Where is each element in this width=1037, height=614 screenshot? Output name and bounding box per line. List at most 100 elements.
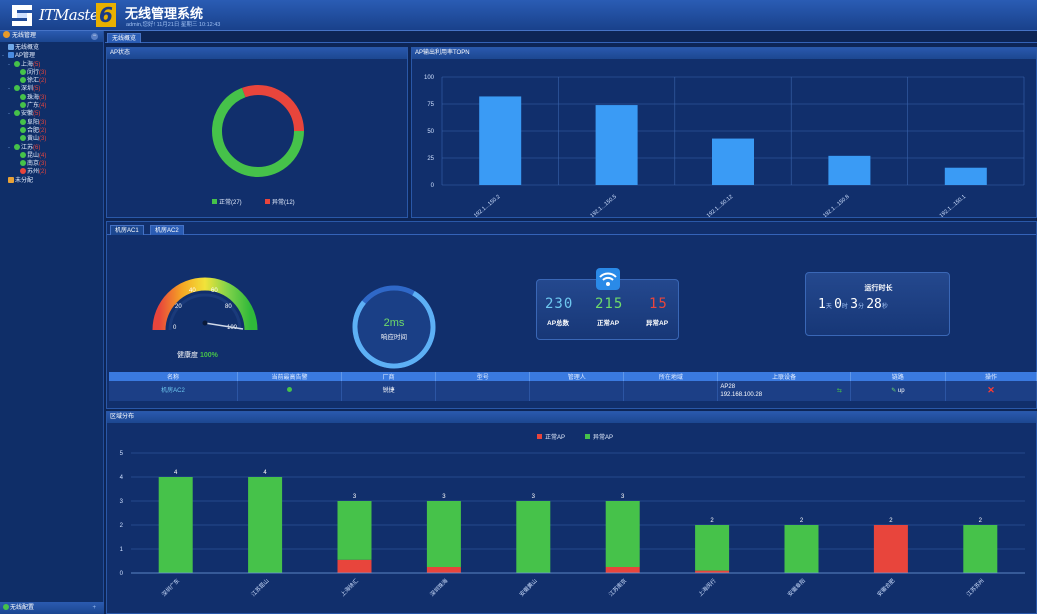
tree-item-label: 阜阳 (27, 119, 40, 126)
tree-item-label: 广东 (27, 103, 40, 110)
tree-item[interactable]: 无线概览 (0, 44, 103, 52)
tree-item[interactable]: - 安徽(5) (0, 110, 103, 118)
legend-normal[interactable]: 正常(27) (212, 197, 242, 206)
status-ok-icon (20, 151, 26, 158)
legend-abnormal[interactable]: 异常(12) (265, 197, 295, 206)
region-total-label: 3 (532, 494, 536, 500)
wireless-manage-icon (3, 31, 10, 38)
tree-item[interactable]: 珠海(3) (0, 93, 103, 102)
region-xtick-label: 上海徐汇 (339, 576, 361, 598)
response-ring: 2ms 响应时间 (352, 285, 436, 369)
uplink-name: AP28 (720, 384, 736, 390)
response-value: 2ms (384, 317, 405, 329)
alarm-status-icon (287, 387, 293, 392)
tree-item[interactable]: 黄山(3) (0, 135, 103, 143)
tree-item[interactable]: - 深圳(5) (0, 85, 103, 93)
tree-expand-icon[interactable]: - (8, 86, 10, 93)
status-ok-icon (20, 93, 26, 100)
table-header-row: 名称 当前最高告警 厂商 型号 管理人 所在地域 上联设备 链路 操作 (109, 372, 1037, 381)
tree-item[interactable]: 昆山(4) (0, 151, 103, 160)
status-ok-icon (20, 118, 26, 125)
ap-normal-value: 215 (595, 296, 624, 312)
sidebar: 无线管理 − 无线概览 - AP管理 - 上海(5) 闵行(3) 徐汇(2) - 深圳(5) 珠海… (0, 31, 104, 614)
legend-abnormal-label: 异常(12) (272, 200, 295, 206)
table-row[interactable]: 机房AC2 锐捷 AP28 192.168.100.28 ⇆ ✎ up ✕ (109, 381, 1037, 401)
sidebar-footer-label: 无线配置 (10, 605, 35, 611)
tree-item[interactable]: 闵行(3) (0, 68, 103, 77)
col-action: 操作 (945, 372, 1037, 381)
delete-icon[interactable]: ✕ (987, 385, 995, 395)
region-bar-abnormal (963, 525, 998, 573)
col-region: 所在地域 (623, 372, 719, 381)
donut-abnormal-slice (212, 85, 304, 177)
tree-expand-icon[interactable]: - (2, 53, 4, 60)
ac-panel: 机房AC1 机房AC2 0 20 40 60 80 100 健康度 100% (106, 221, 1037, 409)
tree-item[interactable]: 苏州(2) (0, 168, 103, 176)
tree-item[interactable]: 合肥(2) (0, 126, 103, 135)
topn-ytick-label: 50 (427, 129, 434, 135)
ac-table: 名称 当前最高告警 厂商 型号 管理人 所在地域 上联设备 链路 操作 机房AC… (109, 372, 1037, 401)
health-value: 100% (199, 352, 218, 359)
wireless-config-icon (3, 604, 9, 610)
sidebar-header[interactable]: 无线管理 − (0, 31, 103, 42)
uptime-hours: 0 (834, 297, 842, 312)
region-xtick-label: 江苏昆山 (249, 577, 270, 598)
tree-item[interactable]: 广东(4) (0, 102, 103, 110)
tree-item[interactable]: 徐汇(2) (0, 77, 103, 85)
uplink-link-icon: ⇆ (836, 388, 842, 394)
col-name: 名称 (109, 372, 238, 381)
topn-xtick-label: 192.1...50.12 (706, 194, 734, 217)
region-bar-normal (873, 525, 908, 573)
cell-name[interactable]: 机房AC2 (109, 381, 238, 401)
tree-item-label: 未分配 (15, 177, 34, 184)
expand-icon[interactable]: + (92, 605, 96, 611)
topn-bar (712, 138, 754, 185)
link-status: up (897, 388, 905, 394)
tab-ac1[interactable]: 机房AC1 (110, 225, 144, 235)
tree-item-count: (4) (39, 103, 47, 110)
region-bar-normal (426, 567, 461, 573)
tree-expand-icon[interactable]: - (8, 61, 10, 68)
topn-xtick-label: 192.1...150.1 (939, 194, 967, 217)
uptime-minutes: 3 (850, 297, 858, 312)
region-bar-abnormal (248, 477, 283, 573)
topn-ytick-label: 0 (431, 183, 435, 189)
topn-bar (944, 167, 987, 185)
tree-item-label: 南京 (27, 161, 40, 168)
tree-item[interactable]: 未分配 (0, 176, 103, 185)
tree-item-label: 安徽 (21, 111, 34, 118)
col-alarm: 当前最高告警 (237, 372, 343, 381)
tree-item-count: (2) (39, 78, 47, 85)
tree-item[interactable]: - 江苏(6) (0, 143, 103, 152)
tree-item-count: (5) (33, 86, 41, 93)
topn-bar (595, 105, 638, 185)
collapse-icon[interactable]: − (91, 33, 98, 40)
region-legend-swatch (585, 434, 590, 439)
cell-action: ✕ (945, 381, 1037, 401)
region-ytick-label: 0 (120, 571, 124, 577)
tree-item[interactable]: 南京(3) (0, 160, 103, 168)
tree-item[interactable]: - 上海(5) (0, 60, 103, 69)
ap-count-box: 230 215 15 AP总数 正常AP 异常AP (536, 268, 679, 340)
ap-total-label: AP总数 (547, 320, 570, 327)
tab-wireless-overview[interactable]: 无线概览 (107, 33, 142, 43)
tree-item-label: 黄山 (27, 136, 40, 143)
tree-item-count: (3) (39, 94, 47, 101)
uptime-day-unit: 天 (825, 304, 832, 310)
sidebar-footer[interactable]: 无线配置 + (0, 602, 104, 614)
region-ytick-label: 2 (120, 523, 124, 529)
region-total-label: 2 (979, 518, 983, 524)
region-total-label: 2 (889, 518, 893, 524)
tree-item-count: (4) (39, 152, 47, 159)
tree-item-label: 上海 (21, 61, 34, 68)
tree-expand-icon[interactable]: - (8, 144, 10, 151)
tree-expand-icon[interactable]: - (8, 111, 10, 118)
response-label: 响应时间 (381, 332, 407, 341)
tab-ac2[interactable]: 机房AC2 (150, 225, 184, 235)
tree-item[interactable]: 阜阳(3) (0, 118, 103, 127)
region-total-label: 4 (263, 470, 267, 476)
legend-normal-swatch (212, 199, 217, 204)
region-xtick-label: 江苏苏州 (964, 577, 985, 598)
tree-item[interactable]: - AP管理 (0, 52, 103, 60)
tree-item-count: (3) (39, 119, 47, 126)
